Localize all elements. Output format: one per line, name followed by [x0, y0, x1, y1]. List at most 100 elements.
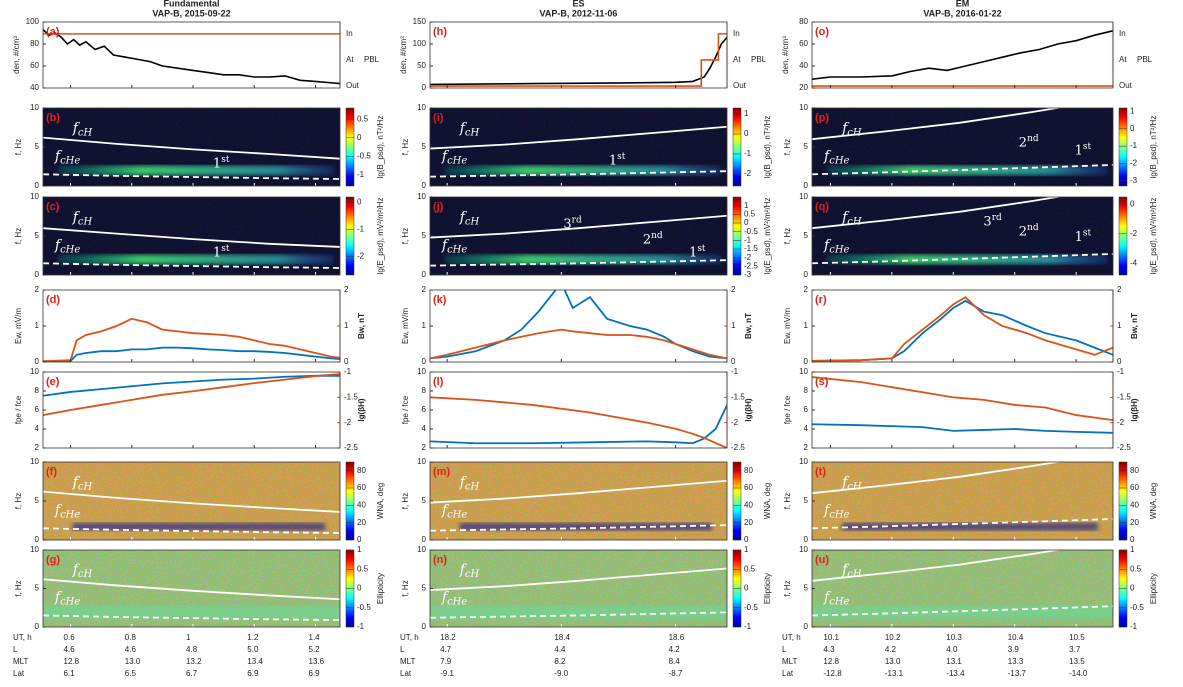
cyclotron-line — [430, 125, 727, 150]
y-tick-label: 1 — [804, 321, 809, 330]
series-line — [812, 296, 1113, 362]
y-tick-label: 0 — [422, 357, 427, 366]
cyclotron-line — [43, 262, 340, 269]
cyclotron-line — [812, 550, 1063, 582]
cyclotron-line — [43, 173, 340, 180]
panel-label: (r) — [815, 294, 827, 306]
panel-frame — [811, 21, 1114, 89]
colorbar-tick-label: -1 — [744, 622, 752, 631]
colorbar-tick-label: 60 — [1130, 483, 1139, 492]
ephemeris-value: 6.5 — [125, 669, 137, 678]
emission-band — [57, 165, 335, 176]
ephemeris-value: 4.4 — [554, 645, 566, 654]
series-line — [430, 328, 727, 360]
y-axis-label: f, Hz — [401, 493, 410, 509]
y-tick-label: 8 — [35, 386, 40, 395]
colorbar-tick-label: -2 — [1130, 159, 1138, 168]
colorbar-tick-label: 0.5 — [1130, 564, 1142, 573]
y-tick-label: 2 — [35, 285, 40, 294]
y2-tick-label: -2 — [1117, 418, 1125, 427]
panel-frame — [429, 289, 728, 363]
y-tick-label: 60 — [799, 39, 808, 48]
y-tick-label: 5 — [422, 231, 427, 240]
ephemeris-value: 4.7 — [440, 645, 452, 654]
panel-label: (h) — [433, 26, 447, 38]
y-tick-label: 5 — [422, 142, 427, 151]
y-tick-label: 80 — [799, 17, 808, 26]
y-tick-label: 5 — [804, 496, 809, 505]
plot-area — [430, 33, 727, 87]
ephemeris-row-label: UT, h — [400, 633, 419, 642]
colorbar-tick-label: -2 — [357, 251, 365, 260]
colorbar-tick-label: -0.5 — [357, 603, 371, 612]
y-tick-label: 1 — [35, 321, 40, 330]
y-axis-label: f, Hz — [14, 228, 23, 244]
ephemeris-value: 5.2 — [309, 645, 321, 654]
cyclotron-line — [43, 490, 340, 513]
ephemeris-value: 7.9 — [440, 657, 452, 666]
y-tick-label: 6 — [422, 405, 427, 414]
plot-area — [812, 550, 1113, 627]
y-tick-label: 10 — [417, 457, 426, 466]
y2-tick-label: 1 — [344, 321, 349, 330]
emission-band — [444, 254, 722, 265]
colorbar-tick-label: 0 — [1130, 124, 1135, 133]
colorbar-tick-label: -0.5 — [1130, 603, 1144, 612]
y-axis-label: f, Hz — [401, 139, 410, 155]
y2-tick-label: 2 — [1117, 285, 1122, 294]
colorbar-tick-label: -1 — [357, 224, 365, 233]
panel-label: (k) — [433, 294, 447, 306]
plot-area — [430, 197, 727, 275]
panel-label: (o) — [815, 26, 829, 38]
y-axis-label: den, #/cm³ — [399, 36, 408, 74]
y-tick-label: 5 — [804, 142, 809, 151]
y-tick-label: 0 — [35, 357, 40, 366]
ephemeris-value: 13.1 — [946, 657, 962, 666]
panel: 0 1 2 0 1 2 Ew, mV/m Bw, nT (r) — [783, 285, 1139, 366]
panel: 0 50 100 150 den, #/cm³ Out At In PBL (h) — [399, 17, 767, 92]
y2-category-label: Out — [1119, 81, 1133, 90]
colorbar-tick-label: 1 — [1130, 107, 1135, 116]
panel-frame — [811, 107, 1114, 187]
colorbar-tick-label: 0 — [1130, 199, 1135, 208]
panel-frame — [811, 549, 1114, 628]
panel-frame — [42, 107, 341, 187]
colorbar-tick-label: -0.5 — [357, 151, 371, 160]
panel: 2 4 6 8 10 -1 -1.5 -2 -2.5 fpe / fce lg(βH) (e) — [14, 367, 366, 452]
y-tick-label: 10 — [30, 103, 39, 112]
panel: 0 1 2 0 1 2 Ew, mV/m Bw, nT (d) — [14, 285, 366, 366]
y2-category-label: Out — [733, 81, 747, 90]
y-tick-label: 10 — [799, 545, 808, 554]
ephemeris-row-label: L — [400, 645, 405, 654]
y-tick-label: 2 — [422, 285, 427, 294]
y2-note: PBL — [364, 55, 380, 64]
y2-tick-label: -1 — [344, 367, 352, 376]
y2-tick-label: -2 — [344, 418, 352, 427]
plot-area — [43, 317, 340, 362]
ephemeris-value: 4.6 — [64, 645, 76, 654]
colorbar-label: WNA, deg — [763, 483, 772, 519]
ephemeris-row-label: MLT — [13, 657, 29, 666]
ephemeris-row-label: L — [13, 645, 18, 654]
ephemeris-value: 4.8 — [186, 645, 198, 654]
plot-area — [812, 462, 1113, 540]
y-tick-label: 60 — [30, 61, 39, 70]
y-axis-label: f, Hz — [401, 228, 410, 244]
y-tick-label: 10 — [799, 367, 808, 376]
y-tick-label: 5 — [35, 584, 40, 593]
colorbar — [732, 461, 742, 541]
ephemeris-value: 12.8 — [64, 657, 80, 666]
ephemeris-value: 8.2 — [554, 657, 566, 666]
y-tick-label: 5 — [804, 231, 809, 240]
y-axis-label: den, #/cm³ — [12, 36, 21, 74]
y-tick-label: 0 — [422, 622, 427, 631]
series-line — [43, 373, 340, 416]
density-line — [430, 36, 727, 86]
colorbar-tick-label: 0 — [357, 133, 362, 142]
ephemeris-value: 13.2 — [186, 657, 202, 666]
colorbar-tick-label: 80 — [1130, 466, 1139, 475]
plot-area — [43, 373, 340, 416]
